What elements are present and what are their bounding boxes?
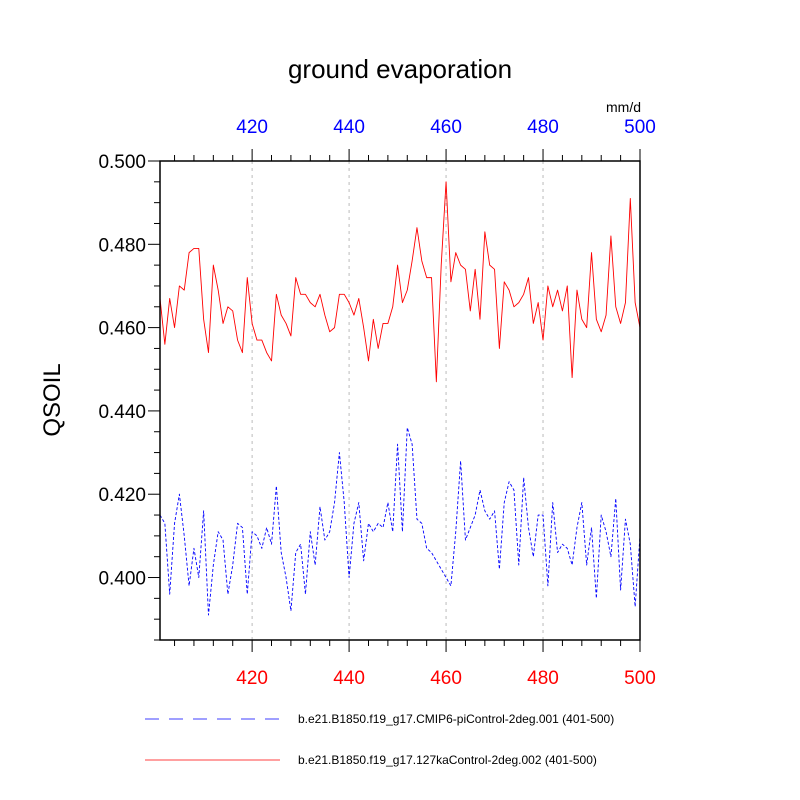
x-tick-label-top-460: 460 [430, 117, 462, 138]
y-tick-label-0.420: 0.420 [98, 485, 146, 506]
y-tick-label-0.500: 0.500 [98, 152, 146, 173]
y-axis-title: QSOIL [39, 363, 66, 436]
series-line-1 [159, 181, 641, 383]
tick-labels: 420 420 440 440 460 460 480 480 500 500 0.400 0.420… [98, 117, 655, 689]
x-tick-label-top-420: 420 [236, 117, 268, 138]
legend: b.e21.B1850.f19_g17.CMIP6-piControl-2deg… [145, 712, 614, 767]
x-tick-label-bottom-420: 420 [236, 668, 268, 689]
chart-title: ground evaporation [288, 54, 512, 84]
y-tick-label-0.440: 0.440 [98, 402, 146, 423]
series-layer [159, 181, 641, 616]
axis-ticks [148, 149, 641, 652]
x-tick-label-bottom-480: 480 [527, 668, 559, 689]
x-tick-label-bottom-500: 500 [624, 668, 656, 689]
x-tick-label-top-440: 440 [333, 117, 365, 138]
legend-label-piControl: b.e21.B1850.f19_g17.CMIP6-piControl-2deg… [298, 712, 614, 726]
y-tick-label-0.460: 0.460 [98, 319, 146, 340]
plot-frame [159, 160, 641, 641]
units-label: mm/d [606, 99, 641, 115]
x-tick-label-top-500: 500 [624, 117, 656, 138]
y-tick-label-0.480: 0.480 [98, 235, 146, 256]
x-tick-label-bottom-440: 440 [333, 668, 365, 689]
grid-lines [251, 161, 544, 640]
x-tick-label-bottom-460: 460 [430, 668, 462, 689]
y-tick-label-0.400: 0.400 [98, 569, 146, 590]
x-tick-label-top-480: 480 [527, 117, 559, 138]
series-line-0 [159, 427, 641, 616]
legend-label-127kaControl: b.e21.B1850.f19_g17.127kaControl-2deg.00… [298, 753, 597, 767]
